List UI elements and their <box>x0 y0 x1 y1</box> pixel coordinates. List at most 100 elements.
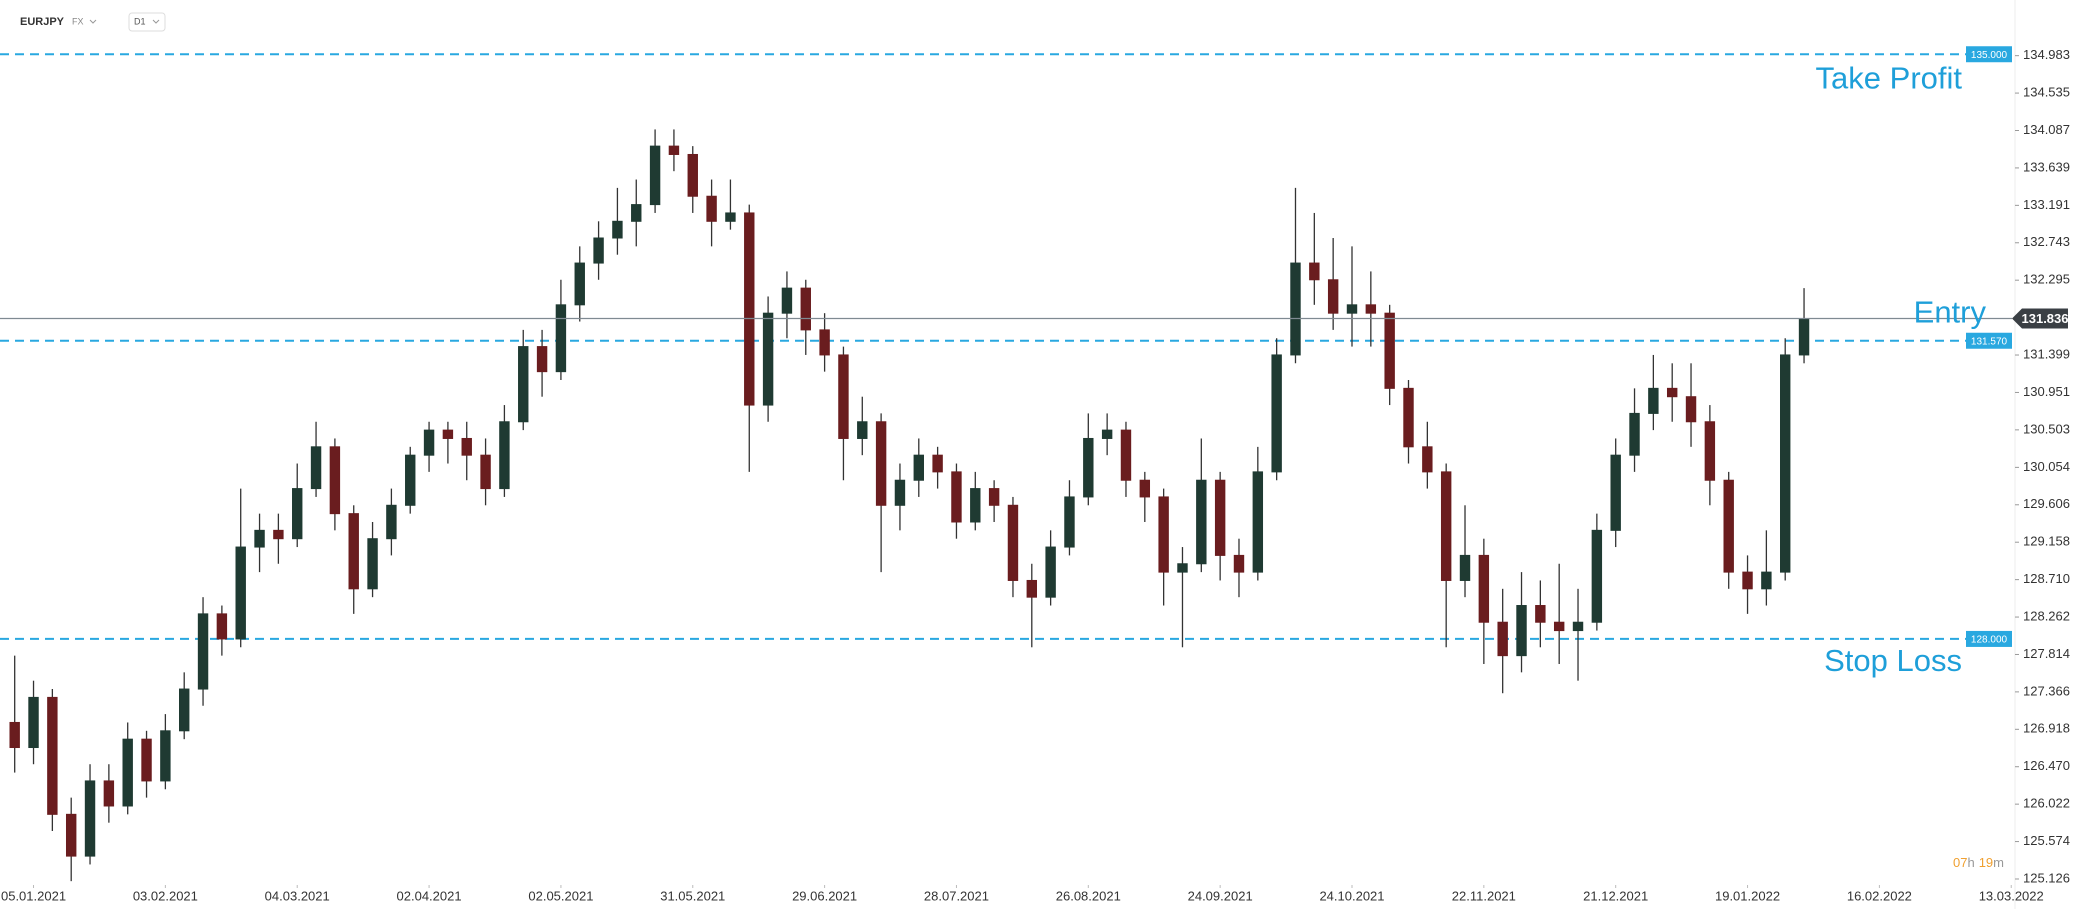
x-tick-label: 26.08.2021 <box>1056 888 1121 903</box>
candle-body <box>1440 471 1452 581</box>
y-tick-label: 132.743 <box>2023 234 2070 249</box>
candle-body <box>1742 571 1753 590</box>
candle-body <box>1629 412 1640 456</box>
y-tick-label: 126.918 <box>2023 721 2070 736</box>
candle-body <box>1384 312 1395 389</box>
interval-box[interactable] <box>128 12 166 32</box>
y-tick-label: 128.262 <box>2023 608 2070 623</box>
candle-body <box>1083 437 1094 498</box>
candle-body <box>838 354 849 439</box>
candle-body <box>1101 429 1113 439</box>
candle-body <box>687 153 698 197</box>
candle-body <box>65 813 77 857</box>
x-tick-label: 31.05.2021 <box>660 888 725 903</box>
interval[interactable]: D1 <box>134 16 146 26</box>
symbol[interactable]: EURJPY <box>20 16 65 28</box>
candle-body <box>631 204 642 222</box>
candle-body <box>1572 621 1584 632</box>
candle-body <box>405 454 416 506</box>
candle-body <box>1309 262 1320 281</box>
y-tick-label: 134.535 <box>2023 85 2070 100</box>
candle-body <box>367 538 378 590</box>
candle-body <box>292 488 303 540</box>
x-tick-label: 24.10.2021 <box>1319 888 1384 903</box>
candle-body <box>348 513 359 590</box>
candle-body <box>1780 354 1791 573</box>
x-tick-label: 16.02.2022 <box>1847 888 1912 903</box>
candle-body <box>1346 304 1358 314</box>
candle-body <box>1798 318 1810 356</box>
candle-body <box>819 329 830 356</box>
candle-body <box>1271 354 1282 473</box>
last-price-label: 131.836 <box>2022 311 2069 326</box>
y-tick-label: 134.087 <box>2023 122 2070 137</box>
candle-body <box>216 613 228 640</box>
candle-body <box>1497 621 1508 657</box>
x-tick-label: 03.02.2021 <box>133 888 198 903</box>
candle-body <box>951 471 962 523</box>
candle-body <box>536 346 548 373</box>
x-tick-label: 02.05.2021 <box>528 888 593 903</box>
candle-body <box>1478 554 1490 623</box>
y-tick-label: 130.951 <box>2023 384 2070 399</box>
candle-body <box>254 529 265 548</box>
y-tick-label: 131.399 <box>2023 346 2070 361</box>
y-tick-label: 129.158 <box>2023 534 2070 549</box>
candle-body <box>857 421 868 439</box>
x-tick-label: 28.07.2021 <box>924 888 989 903</box>
level-label: 131.570 <box>1971 336 2008 347</box>
y-tick-label: 126.470 <box>2023 758 2070 773</box>
x-tick-label: 13.03.2022 <box>1979 888 2044 903</box>
candle-body <box>103 780 115 807</box>
level-annotation: Take Profit <box>1816 60 1963 95</box>
market[interactable]: FX <box>72 16 84 26</box>
candle-body <box>574 262 585 306</box>
y-tick-label: 128.710 <box>2023 571 2070 586</box>
candle-body <box>781 287 793 314</box>
candle-body <box>442 429 454 439</box>
candle-body <box>970 488 981 523</box>
candle-body <box>555 304 567 373</box>
candle-body <box>1685 396 1697 423</box>
y-tick-label: 130.054 <box>2023 459 2070 474</box>
candle-body <box>1535 605 1546 623</box>
candle-body <box>1252 471 1264 573</box>
candle-body <box>179 688 190 732</box>
candle-body <box>461 437 472 456</box>
candle-body <box>1290 262 1301 356</box>
candle-body <box>913 454 924 481</box>
chevron <box>152 19 160 24</box>
candle-body <box>744 212 755 406</box>
candle-body <box>1233 554 1245 573</box>
y-tick-label: 127.366 <box>2023 683 2070 698</box>
candle-body <box>649 145 661 206</box>
level-label: 128.000 <box>1971 635 2008 646</box>
candle-body <box>1177 563 1188 573</box>
candle-body <box>160 730 171 782</box>
y-tick-label: 125.126 <box>2023 870 2070 885</box>
candle-body <box>235 546 246 640</box>
timer: 07h 19m <box>1953 855 2004 870</box>
x-tick-label: 22.11.2021 <box>1452 888 1516 903</box>
candle-body <box>329 446 341 515</box>
level-tag <box>1966 630 2012 647</box>
candle-body <box>122 738 133 807</box>
timer-minutes: 19 <box>1979 855 1993 870</box>
candle-body <box>84 780 96 857</box>
y-tick-label: 133.639 <box>2023 159 2070 174</box>
x-tick-label: 02.04.2021 <box>397 888 462 903</box>
candle-body <box>9 721 20 749</box>
candle-body <box>988 488 1000 506</box>
y-tick-label: 126.022 <box>2023 796 2070 811</box>
level-tag <box>1966 332 2012 349</box>
candle-body <box>1610 454 1621 531</box>
candle-body <box>1120 429 1132 481</box>
x-tick-label: 05.01.2021 <box>1 888 66 903</box>
candle-body <box>932 454 943 473</box>
x-tick-label: 21.12.2021 <box>1583 888 1648 903</box>
candle-body <box>1139 479 1151 498</box>
candle-body <box>310 446 322 490</box>
candle-body <box>47 696 58 815</box>
candle-body <box>1723 479 1734 573</box>
candle-body <box>499 421 510 490</box>
